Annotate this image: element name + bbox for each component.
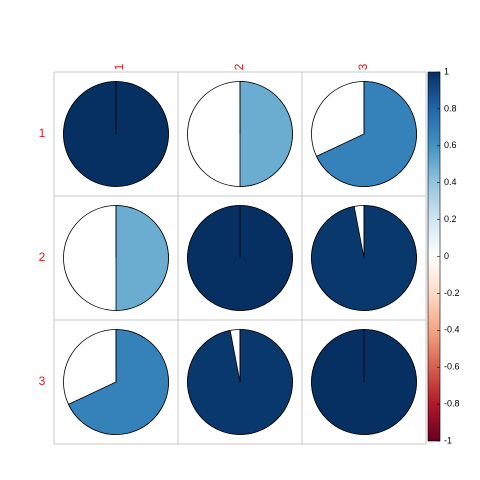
pie-slice [67, 329, 169, 435]
col-label: 1 [112, 63, 126, 70]
row-label: 3 [39, 374, 46, 388]
colorbar-tick-label: 0 [444, 251, 449, 261]
pie-slice [315, 81, 417, 187]
column-labels: 1 2 3 [112, 63, 370, 70]
colorbar-tick-label: -0.4 [444, 325, 460, 335]
colorbar-tick-label: 0.8 [444, 103, 457, 113]
colorbar-tick-label: -0.8 [444, 398, 460, 408]
pie-cell [187, 329, 293, 435]
colorbar-tick-label: 0.6 [444, 140, 457, 150]
row-label: 1 [39, 126, 46, 140]
colorbar-tick-label: -1 [444, 435, 452, 445]
colorbar-tick-label: 0.4 [444, 177, 457, 187]
pie-cell [187, 81, 293, 187]
pie-cell [311, 329, 417, 435]
colorbar-tick-label: 0.2 [444, 214, 457, 224]
row-label: 2 [39, 250, 46, 264]
colorbar-ticks: 1 0.8 0.6 0.4 0.2 0 -0.2 -0.4 -0.6 -0.8 -1 [437, 66, 460, 445]
grid [53, 71, 427, 445]
colorbar-tick-label: -0.2 [444, 288, 460, 298]
pie-cell [63, 205, 169, 311]
colorbar-tick-label: -0.6 [444, 362, 460, 372]
pie-cells [63, 81, 417, 435]
pie-slice [115, 205, 169, 311]
col-label: 2 [232, 63, 246, 70]
pie-cell [187, 205, 293, 311]
col-label: 3 [356, 63, 370, 70]
colorbar-tick-label: 1 [444, 66, 449, 76]
pie-cell [311, 81, 417, 187]
pie-cell [63, 81, 169, 187]
row-labels: 1 2 3 [39, 126, 46, 388]
pie-slice [239, 81, 293, 187]
pie-cell [63, 329, 169, 435]
pie-cell [311, 205, 417, 311]
